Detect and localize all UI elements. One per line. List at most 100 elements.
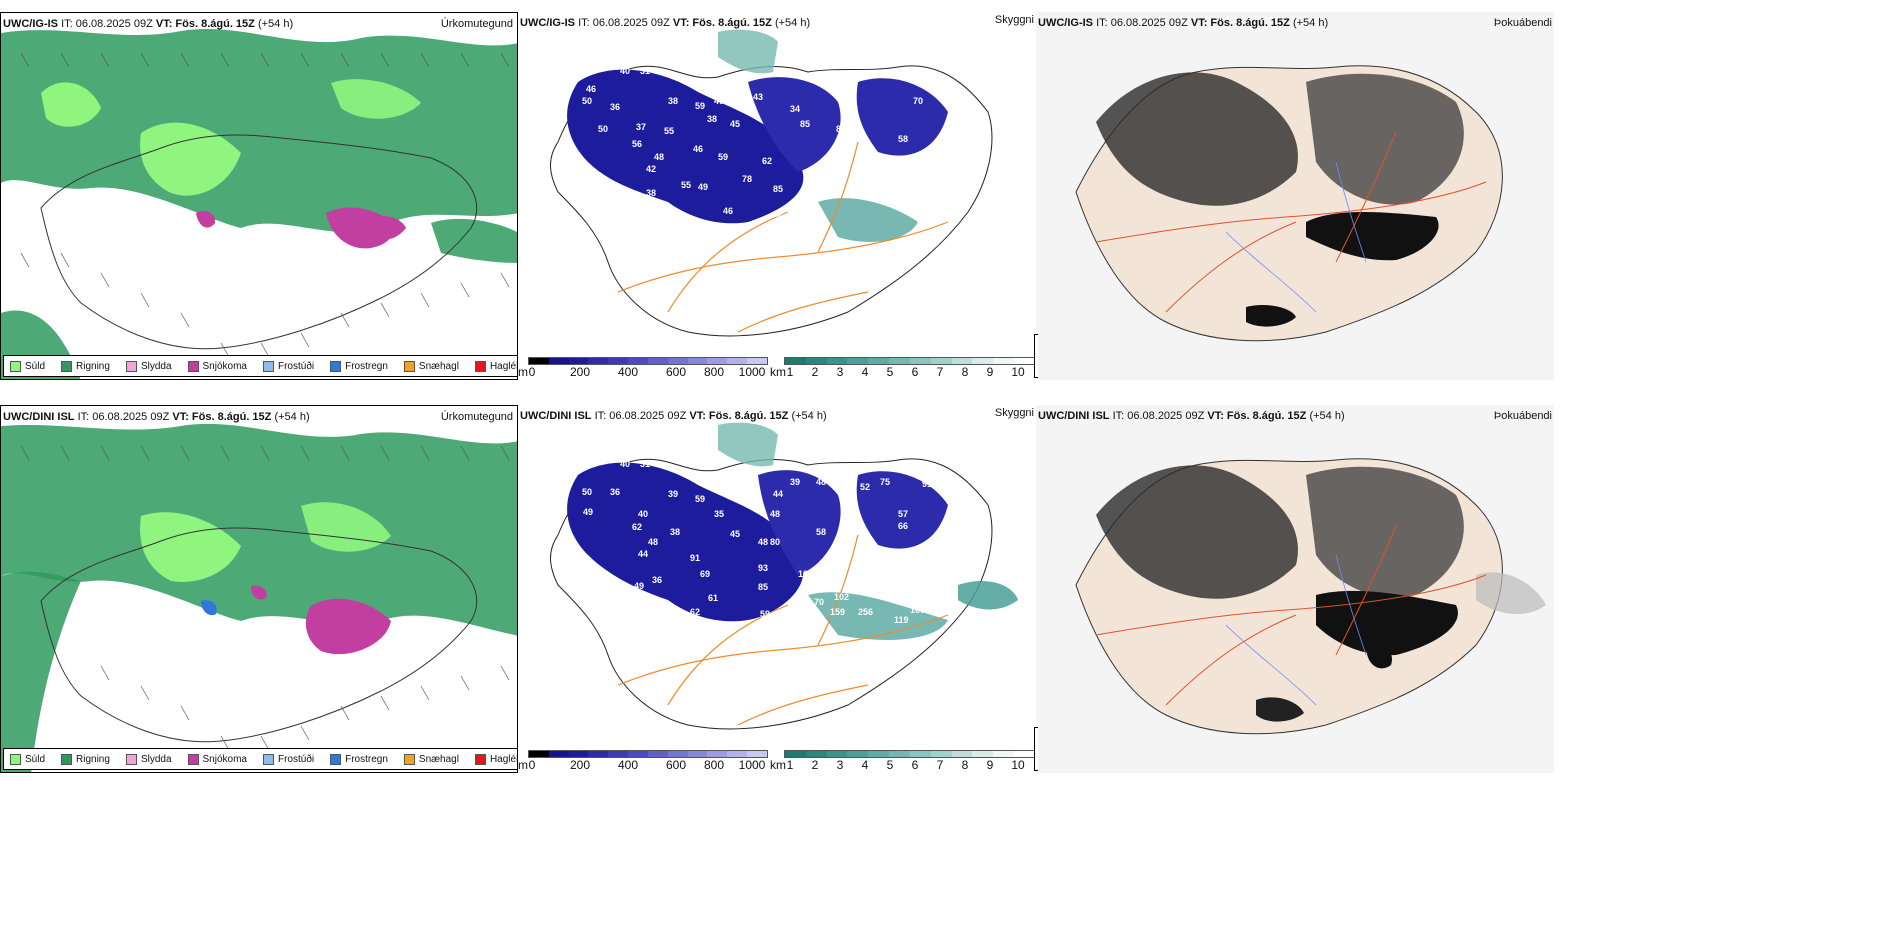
issue-time: IT: 06.08.2025 09Z bbox=[1112, 410, 1205, 422]
svg-text:55: 55 bbox=[681, 180, 691, 190]
svg-text:85: 85 bbox=[800, 119, 810, 129]
svg-text:80: 80 bbox=[770, 537, 780, 547]
svg-text:55: 55 bbox=[814, 214, 824, 224]
svg-text:55: 55 bbox=[664, 126, 674, 136]
height-colorbar-strip bbox=[528, 750, 768, 758]
svg-text:87: 87 bbox=[836, 124, 846, 134]
panel-title: UWC/DINI ISL IT: 06.08.2025 09Z VT: Fös.… bbox=[520, 410, 827, 422]
precip-type-map-row2: UWC/DINI ISL IT: 06.08.2025 09Z VT: Fös.… bbox=[0, 405, 518, 773]
legend-item-snjokoma: Snjókoma bbox=[187, 753, 247, 765]
svg-text:41: 41 bbox=[676, 236, 686, 246]
svg-text:69: 69 bbox=[700, 569, 710, 579]
svg-text:66: 66 bbox=[898, 521, 908, 531]
svg-text:36: 36 bbox=[652, 575, 662, 585]
valid-time: Fös. 8.ágú. 15Z bbox=[692, 17, 772, 29]
svg-text:43: 43 bbox=[753, 92, 763, 102]
legend-swatch bbox=[474, 753, 486, 765]
precip-map-svg bbox=[1, 423, 517, 772]
valid-time: Fös. 8.ágú. 15Z bbox=[175, 18, 255, 30]
legend-swatch bbox=[403, 360, 415, 372]
legend-label: Slydda bbox=[140, 360, 172, 372]
svg-text:70: 70 bbox=[814, 597, 824, 607]
svg-text:75: 75 bbox=[880, 477, 890, 487]
valid-time-label: VT: bbox=[672, 17, 690, 29]
svg-text:44: 44 bbox=[654, 202, 664, 212]
legend-label: Frostúði bbox=[277, 753, 315, 765]
valid-time: Fös. 8.ágú. 15Z bbox=[1210, 17, 1290, 29]
km-tick: 1 bbox=[786, 758, 794, 772]
panel-title: UWC/DINI ISL IT: 06.08.2025 09Z VT: Fös.… bbox=[3, 411, 310, 423]
height-tick: 600 bbox=[665, 365, 687, 379]
km-tick: 4 bbox=[861, 365, 869, 379]
km-colorbar-strip bbox=[784, 750, 1036, 758]
svg-text:38: 38 bbox=[707, 114, 717, 124]
legend-label: Snjókoma bbox=[202, 360, 247, 372]
valid-time-label: VT: bbox=[155, 18, 173, 30]
model-name: UWC/IG-IS bbox=[3, 18, 58, 30]
svg-text:45: 45 bbox=[730, 529, 740, 539]
km-tick: 5 bbox=[886, 758, 894, 772]
svg-text:40: 40 bbox=[620, 66, 630, 76]
legend-item-snaehagl: Snæhagl bbox=[403, 360, 459, 372]
legend-label: Haglél bbox=[489, 753, 518, 765]
legend-label: Snæhagl bbox=[418, 360, 459, 372]
svg-text:62: 62 bbox=[690, 607, 700, 617]
legend-item-suld: Súld bbox=[10, 753, 45, 765]
svg-text:119: 119 bbox=[894, 615, 909, 625]
svg-text:91: 91 bbox=[690, 553, 700, 563]
svg-text:48: 48 bbox=[770, 509, 780, 519]
legend-item-slydda: Slydda bbox=[125, 753, 172, 765]
km-tick: 9 bbox=[986, 758, 994, 772]
lead-time: (+54 h) bbox=[1309, 410, 1345, 422]
svg-text:59: 59 bbox=[760, 609, 770, 619]
km-tick: 2 bbox=[811, 758, 819, 772]
legend-swatch bbox=[125, 753, 137, 765]
svg-text:98: 98 bbox=[854, 184, 864, 194]
legend-swatch bbox=[330, 753, 342, 765]
model-name: UWC/DINI ISL bbox=[3, 411, 75, 423]
svg-text:52: 52 bbox=[860, 482, 870, 492]
fog-indicator-map-row2: UWC/DINI ISL IT: 06.08.2025 09Z VT: Fös.… bbox=[1036, 405, 1554, 773]
legend-label: Snjókoma bbox=[202, 753, 247, 765]
issue-time: IT: 06.08.2025 09Z bbox=[77, 411, 170, 423]
visibility-label: Skyggni bbox=[994, 14, 1034, 26]
cloud-legend: 0 60 bbox=[1034, 334, 1038, 378]
height-unit: m bbox=[518, 365, 528, 379]
cloud-base-map-row2: 37 40 31 39 50 36 40 59 35 44 48 39 48 52 75 91 49 6… bbox=[518, 405, 1038, 773]
cloud-legend: 0 60 bbox=[1034, 727, 1038, 771]
fog-map-svg bbox=[1036, 12, 1554, 380]
valid-time-label: VT: bbox=[1207, 410, 1224, 422]
lead-time: (+54 h) bbox=[1292, 17, 1329, 29]
km-tick: 8 bbox=[961, 758, 969, 772]
height-tick: 600 bbox=[665, 758, 687, 772]
legend-label: Súld bbox=[25, 360, 46, 372]
legend-label: Frostregn bbox=[345, 753, 388, 765]
legend-item-haglel: Haglél bbox=[474, 360, 517, 372]
legend-label: Slydda bbox=[140, 753, 172, 765]
km-colorbar: km 1 2 3 4 5 6 7 8 9 10 bbox=[770, 750, 1038, 773]
height-tick: 400 bbox=[617, 758, 639, 772]
height-tick: 800 bbox=[703, 365, 725, 379]
model-name: UWC/DINI ISL bbox=[520, 410, 592, 422]
svg-text:35: 35 bbox=[714, 509, 724, 519]
svg-text:48: 48 bbox=[758, 537, 768, 547]
legend-swatch bbox=[187, 360, 199, 372]
km-tick: 3 bbox=[836, 365, 844, 379]
legend-item-slydda: Slydda bbox=[125, 360, 172, 372]
km-tick: 2 bbox=[811, 365, 819, 379]
svg-text:44: 44 bbox=[773, 489, 783, 499]
height-tick: 400 bbox=[617, 365, 639, 379]
km-tick: 3 bbox=[836, 758, 844, 772]
svg-text:42: 42 bbox=[646, 164, 656, 174]
visibility-label: Skyggni bbox=[994, 407, 1034, 419]
svg-text:62: 62 bbox=[762, 156, 772, 166]
km-colorbar: km 1 2 3 4 5 6 7 8 9 10 bbox=[770, 357, 1038, 380]
svg-text:62: 62 bbox=[632, 522, 642, 532]
height-tick: 0 bbox=[528, 365, 536, 379]
km-tick: 7 bbox=[936, 365, 944, 379]
legend-label: Frostregn bbox=[345, 360, 388, 372]
model-name: UWC/IG-IS bbox=[1038, 17, 1093, 29]
issue-time: IT: 06.08.2025 09Z bbox=[61, 18, 153, 30]
